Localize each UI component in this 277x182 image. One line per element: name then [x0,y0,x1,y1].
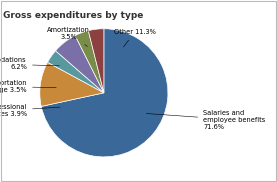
Wedge shape [40,62,104,106]
Wedge shape [75,31,104,93]
Text: Other 11.3%: Other 11.3% [114,29,156,47]
Text: Salaries and
employee benefits
71.6%: Salaries and employee benefits 71.6% [146,110,265,130]
Text: Transportation
and postage 3.5%: Transportation and postage 3.5% [0,80,56,93]
Text: Amortization
3.5%: Amortization 3.5% [47,27,90,46]
Text: Accommodations
6.2%: Accommodations 6.2% [0,58,60,70]
Text: Gross expenditures by type: Gross expenditures by type [3,11,143,20]
Wedge shape [88,29,104,93]
Wedge shape [41,29,168,157]
Wedge shape [56,35,104,93]
Wedge shape [48,51,104,93]
Text: Professional
services 3.9%: Professional services 3.9% [0,104,60,117]
